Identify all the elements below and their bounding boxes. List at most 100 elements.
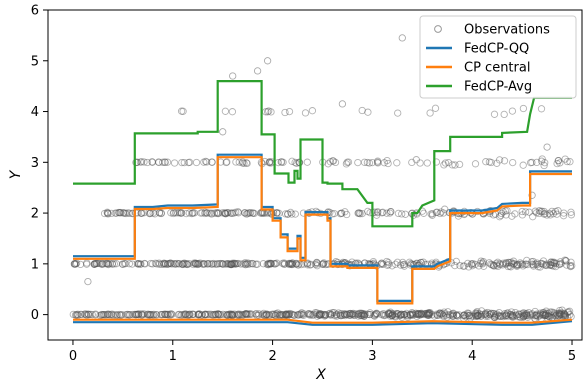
observation-point: [343, 310, 351, 319]
observation-point: [164, 259, 172, 268]
observation-point: [136, 260, 144, 268]
observation-point: [539, 257, 548, 265]
observation-point: [171, 260, 179, 268]
observation-point: [568, 262, 576, 270]
observation-point: [201, 208, 209, 216]
observation-point: [403, 311, 411, 319]
observation-point: [266, 158, 274, 166]
observation-point: [316, 209, 325, 218]
observation-point: [115, 208, 123, 217]
observation-point: [349, 310, 357, 318]
observation-point: [136, 158, 145, 166]
observation-point: [130, 310, 139, 319]
observation-point: [277, 158, 285, 166]
observation-point: [170, 159, 179, 167]
observation-point: [491, 312, 499, 320]
observation-point: [146, 311, 154, 319]
observation-point: [556, 309, 564, 318]
observation-point: [448, 311, 456, 319]
observation-point: [356, 210, 364, 218]
observation-point: [325, 310, 333, 318]
observation-point: [523, 310, 531, 318]
observation-point: [401, 210, 410, 218]
observation-point: [484, 308, 492, 317]
observation-point: [472, 309, 480, 318]
observation-point: [415, 310, 423, 318]
observation-point: [555, 309, 564, 317]
observation-point: [249, 209, 257, 217]
observation-point: [177, 107, 186, 115]
observation-point: [428, 210, 437, 218]
observation-point: [533, 310, 541, 318]
observation-point: [262, 310, 270, 319]
observation-point: [332, 311, 341, 319]
observation-point: [566, 311, 574, 319]
observation-point: [524, 313, 532, 321]
x-tick-label: 4: [468, 349, 476, 364]
observation-point: [243, 310, 251, 319]
observation-point: [197, 311, 206, 319]
observation-point: [373, 158, 382, 166]
observation-point: [112, 209, 121, 217]
observation-point: [436, 209, 444, 218]
observation-point: [329, 157, 337, 165]
observation-point: [495, 156, 504, 164]
observation-point: [104, 310, 113, 318]
observation-point: [433, 310, 441, 318]
observation-point: [183, 311, 192, 319]
observation-point: [373, 209, 382, 217]
observation-point: [160, 259, 168, 267]
observation-point: [184, 158, 193, 167]
observation-point: [241, 209, 249, 217]
observation-point: [126, 311, 134, 319]
observation-point: [119, 209, 127, 217]
observation-point: [359, 310, 367, 318]
observation-point: [307, 260, 315, 269]
observation-point: [216, 310, 224, 319]
observation-point: [453, 311, 461, 319]
observation-point: [120, 260, 129, 268]
observation-point: [439, 209, 448, 217]
observation-point: [264, 260, 273, 268]
observation-point: [166, 259, 175, 267]
observation-point: [214, 311, 223, 319]
observation-point: [354, 209, 363, 217]
legend-marker-observations: [434, 25, 442, 33]
observation-point: [296, 310, 304, 318]
observation-point: [185, 260, 193, 268]
observation-point: [285, 260, 293, 268]
observation-point: [396, 311, 404, 319]
observation-point: [387, 207, 395, 216]
observation-point: [145, 311, 154, 319]
observation-point: [124, 311, 132, 319]
observation-point: [557, 311, 565, 319]
observation-point: [567, 258, 575, 266]
observation-point: [436, 309, 444, 317]
observation-point: [560, 310, 568, 318]
observation-point: [203, 260, 212, 268]
observation-point: [230, 259, 238, 268]
observation-point: [479, 257, 488, 266]
observation-point: [318, 260, 327, 268]
observation-point: [157, 209, 165, 217]
observation-point: [386, 308, 395, 316]
observation-point: [164, 311, 172, 319]
observation-point: [483, 311, 491, 319]
observation-point: [361, 310, 369, 318]
observation-point: [189, 310, 197, 318]
observation-point: [235, 310, 243, 319]
observation-point: [539, 260, 547, 269]
observation-point: [76, 260, 85, 269]
observation-point: [340, 310, 348, 318]
observation-point: [228, 108, 237, 116]
observation-point: [377, 259, 386, 267]
observation-point: [246, 209, 254, 217]
observation-point: [207, 310, 215, 318]
observation-point: [413, 312, 421, 321]
observation-point: [134, 260, 143, 268]
observation-point: [548, 308, 556, 316]
observation-point: [70, 260, 79, 268]
observation-point: [282, 310, 290, 318]
observation-point: [497, 211, 505, 220]
observation-point: [510, 259, 518, 268]
